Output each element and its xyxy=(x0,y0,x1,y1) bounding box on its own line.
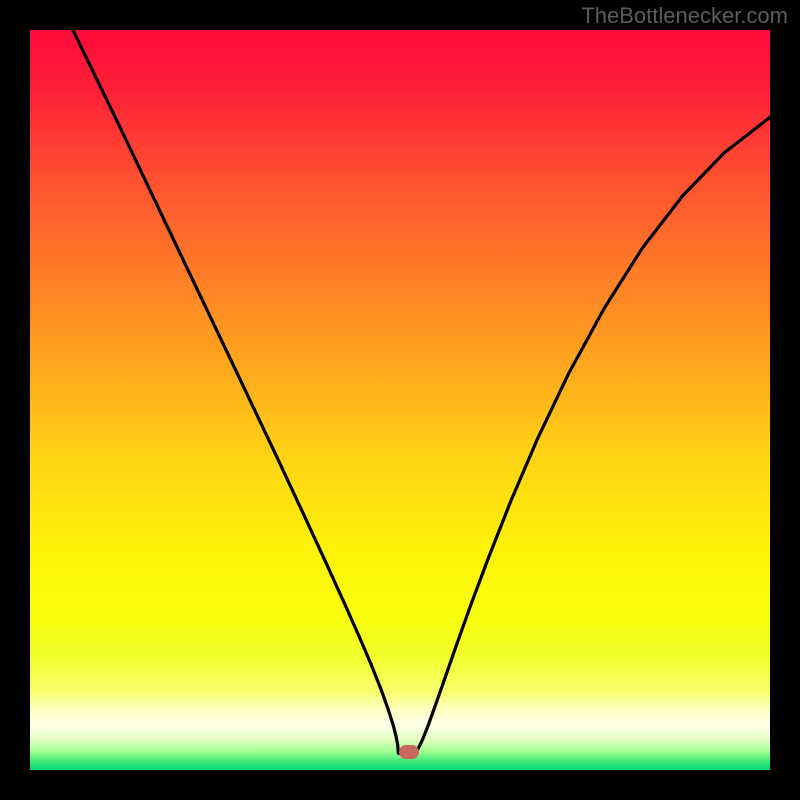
chart-root: TheBottlenecker.com xyxy=(0,0,800,800)
watermark-label: TheBottlenecker.com xyxy=(581,3,788,29)
plot-area xyxy=(30,30,770,770)
curve-layer xyxy=(30,30,770,770)
bottleneck-curve xyxy=(73,30,770,753)
optimum-marker xyxy=(399,745,419,759)
